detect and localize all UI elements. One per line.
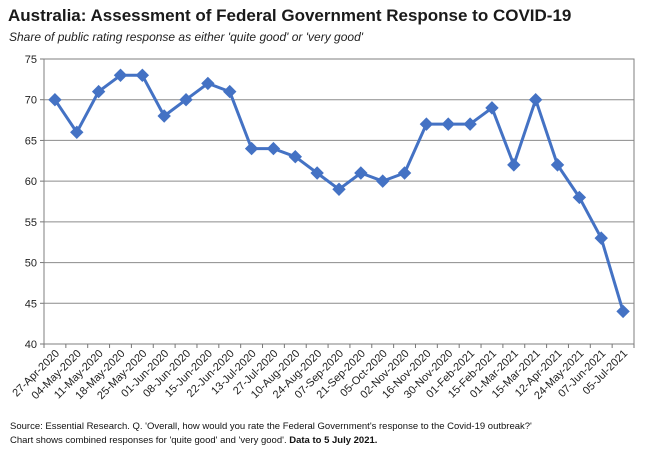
- data-point: [354, 166, 368, 180]
- y-tick-label: 65: [25, 135, 37, 147]
- y-tick-label: 45: [25, 298, 37, 310]
- data-point: [616, 304, 630, 319]
- data-point: [48, 93, 62, 107]
- chart-subtitle: Share of public rating response as eithe…: [9, 30, 364, 44]
- data-point: [113, 68, 128, 82]
- y-tick-label: 50: [25, 258, 37, 270]
- gridlines: [44, 58, 634, 304]
- data-points: [48, 68, 630, 319]
- data-point: [310, 166, 324, 180]
- source-line: Source: Essential Research. Q. 'Overall,…: [10, 421, 532, 432]
- data-point: [463, 117, 477, 131]
- y-tick-label: 75: [25, 54, 37, 66]
- y-tick-label: 70: [25, 95, 37, 107]
- chart-title: Australia: Assessment of Federal Governm…: [8, 6, 572, 25]
- data-point: [397, 166, 412, 180]
- note-text: Chart shows combined responses for 'quit…: [10, 435, 290, 446]
- data-date-note: Data to 5 July 2021.: [289, 435, 378, 446]
- data-point: [507, 158, 521, 172]
- data-point: [288, 150, 303, 164]
- source-note: Source: Essential Research. Q. 'Overall,…: [10, 420, 532, 448]
- data-point: [485, 101, 499, 115]
- data-point: [266, 141, 281, 156]
- data-point: [223, 84, 237, 99]
- y-tick-label: 40: [25, 339, 37, 351]
- data-point: [572, 190, 587, 205]
- x-tick-labels: 27-Apr-202004-May-202011-May-202018-May-…: [10, 348, 630, 402]
- data-point: [528, 93, 543, 107]
- data-point: [179, 93, 193, 107]
- data-point: [135, 68, 150, 82]
- data-point: [550, 158, 565, 172]
- data-point: [419, 117, 434, 131]
- note-line: Chart shows combined responses for 'quit…: [10, 434, 532, 448]
- y-tick-labels: 40 45 50 55 60 65 70 75: [25, 54, 37, 351]
- data-point: [441, 117, 455, 131]
- y-tick-label: 55: [25, 217, 37, 229]
- data-point: [201, 76, 215, 91]
- data-point: [375, 174, 390, 188]
- data-point: [91, 84, 106, 99]
- plot-frame: [43, 58, 635, 345]
- data-point: [594, 231, 608, 245]
- data-point: [157, 109, 171, 123]
- data-point: [332, 182, 346, 196]
- axes: [40, 58, 635, 348]
- data-point: [244, 141, 259, 156]
- data-point: [70, 125, 84, 139]
- y-tick-label: 60: [25, 176, 37, 188]
